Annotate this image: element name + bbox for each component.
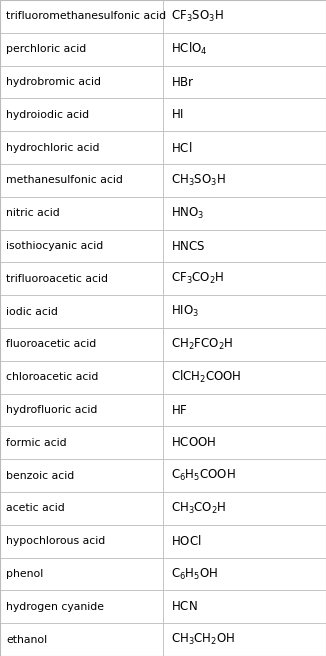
Text: $\mathrm{HOCl}$: $\mathrm{HOCl}$ <box>171 534 201 548</box>
Text: trifluoroacetic acid: trifluoroacetic acid <box>6 274 108 284</box>
Text: hydrofluoric acid: hydrofluoric acid <box>6 405 97 415</box>
Text: $\mathrm{HIO_3}$: $\mathrm{HIO_3}$ <box>171 304 199 319</box>
Text: $\mathrm{ClCH_2COOH}$: $\mathrm{ClCH_2COOH}$ <box>171 369 242 385</box>
Text: $\mathrm{CH_3CH_2OH}$: $\mathrm{CH_3CH_2OH}$ <box>171 632 235 647</box>
Text: phenol: phenol <box>6 569 43 579</box>
Text: $\mathrm{HF}$: $\mathrm{HF}$ <box>171 403 188 417</box>
Text: $\mathrm{CF_3CO_2H}$: $\mathrm{CF_3CO_2H}$ <box>171 271 225 287</box>
Text: perchloric acid: perchloric acid <box>6 44 86 54</box>
Text: $\mathrm{C_6H_5COOH}$: $\mathrm{C_6H_5COOH}$ <box>171 468 236 483</box>
Text: benzoic acid: benzoic acid <box>6 470 74 481</box>
Text: $\mathrm{HNO_3}$: $\mathrm{HNO_3}$ <box>171 205 204 221</box>
Text: $\mathrm{HNCS}$: $\mathrm{HNCS}$ <box>171 239 206 253</box>
Text: acetic acid: acetic acid <box>6 503 65 514</box>
Text: chloroacetic acid: chloroacetic acid <box>6 372 98 382</box>
Text: $\mathrm{C_6H_5OH}$: $\mathrm{C_6H_5OH}$ <box>171 566 218 582</box>
Text: formic acid: formic acid <box>6 438 67 448</box>
Text: hydroiodic acid: hydroiodic acid <box>6 110 89 120</box>
Text: hypochlorous acid: hypochlorous acid <box>6 536 105 546</box>
Text: $\mathrm{CF_3SO_3H}$: $\mathrm{CF_3SO_3H}$ <box>171 9 224 24</box>
Text: $\mathrm{CH_3CO_2H}$: $\mathrm{CH_3CO_2H}$ <box>171 501 227 516</box>
Text: $\mathrm{HBr}$: $\mathrm{HBr}$ <box>171 75 195 89</box>
Text: ethanol: ethanol <box>6 634 47 645</box>
Text: fluoroacetic acid: fluoroacetic acid <box>6 339 96 350</box>
Text: $\mathrm{HClO_4}$: $\mathrm{HClO_4}$ <box>171 41 207 57</box>
Text: $\mathrm{HCl}$: $\mathrm{HCl}$ <box>171 140 192 155</box>
Text: trifluoromethanesulfonic acid: trifluoromethanesulfonic acid <box>6 11 166 22</box>
Text: hydrochloric acid: hydrochloric acid <box>6 142 99 153</box>
Text: iodic acid: iodic acid <box>6 306 58 317</box>
Text: $\mathrm{CH_3SO_3H}$: $\mathrm{CH_3SO_3H}$ <box>171 173 226 188</box>
Text: nitric acid: nitric acid <box>6 208 60 218</box>
Text: hydrobromic acid: hydrobromic acid <box>6 77 101 87</box>
Text: $\mathrm{HI}$: $\mathrm{HI}$ <box>171 108 184 121</box>
Text: isothiocyanic acid: isothiocyanic acid <box>6 241 103 251</box>
Text: hydrogen cyanide: hydrogen cyanide <box>6 602 104 612</box>
Text: $\mathrm{HCN}$: $\mathrm{HCN}$ <box>171 600 198 613</box>
Text: $\mathrm{HCOOH}$: $\mathrm{HCOOH}$ <box>171 436 216 449</box>
Text: $\mathrm{CH_2FCO_2H}$: $\mathrm{CH_2FCO_2H}$ <box>171 337 233 352</box>
Text: methanesulfonic acid: methanesulfonic acid <box>6 175 123 186</box>
